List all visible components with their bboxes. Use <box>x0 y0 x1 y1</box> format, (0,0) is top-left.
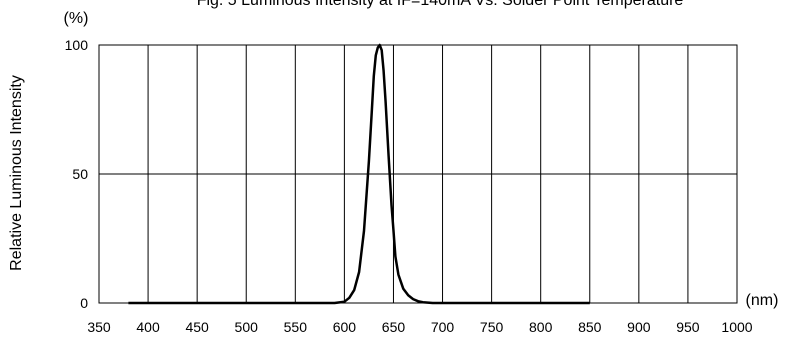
x-tick-labels: 350 400 450 500 550 600 650 700 750 800 850 900 950 1… <box>87 319 752 335</box>
x-tick-label: 750 <box>480 319 504 335</box>
y-tick-label: 50 <box>72 166 88 182</box>
x-tick-label: 1000 <box>721 319 752 335</box>
x-tick-label: 800 <box>529 319 553 335</box>
x-tick-label: 700 <box>431 319 455 335</box>
y-tick-label: 0 <box>80 295 88 311</box>
plot-frame <box>98 44 738 304</box>
x-tick-label: 350 <box>87 319 111 335</box>
x-tick-label: 950 <box>676 319 700 335</box>
x-tick-label: 550 <box>284 319 308 335</box>
x-tick-label: 850 <box>578 319 602 335</box>
x-tick-label: 500 <box>235 319 259 335</box>
y-tick-labels: 0 50 100 <box>65 37 89 311</box>
series-layer <box>128 43 590 305</box>
x-axis-unit: (nm) <box>746 292 779 309</box>
y-axis-unit: (%) <box>64 10 89 27</box>
y-tick-label: 100 <box>65 37 89 53</box>
x-tick-label: 650 <box>382 319 406 335</box>
x-tick-label: 450 <box>185 319 209 335</box>
x-tick-label: 400 <box>136 319 160 335</box>
x-tick-label: 600 <box>333 319 357 335</box>
intensity-curve <box>128 43 590 305</box>
x-tick-label: 900 <box>627 319 651 335</box>
grid-lines <box>99 45 737 303</box>
chart-title: Fig. 5 Luminous Intensity at IF=140mA Vs… <box>197 0 684 9</box>
y-axis-label: Relative Luminous Intensity <box>8 75 25 271</box>
